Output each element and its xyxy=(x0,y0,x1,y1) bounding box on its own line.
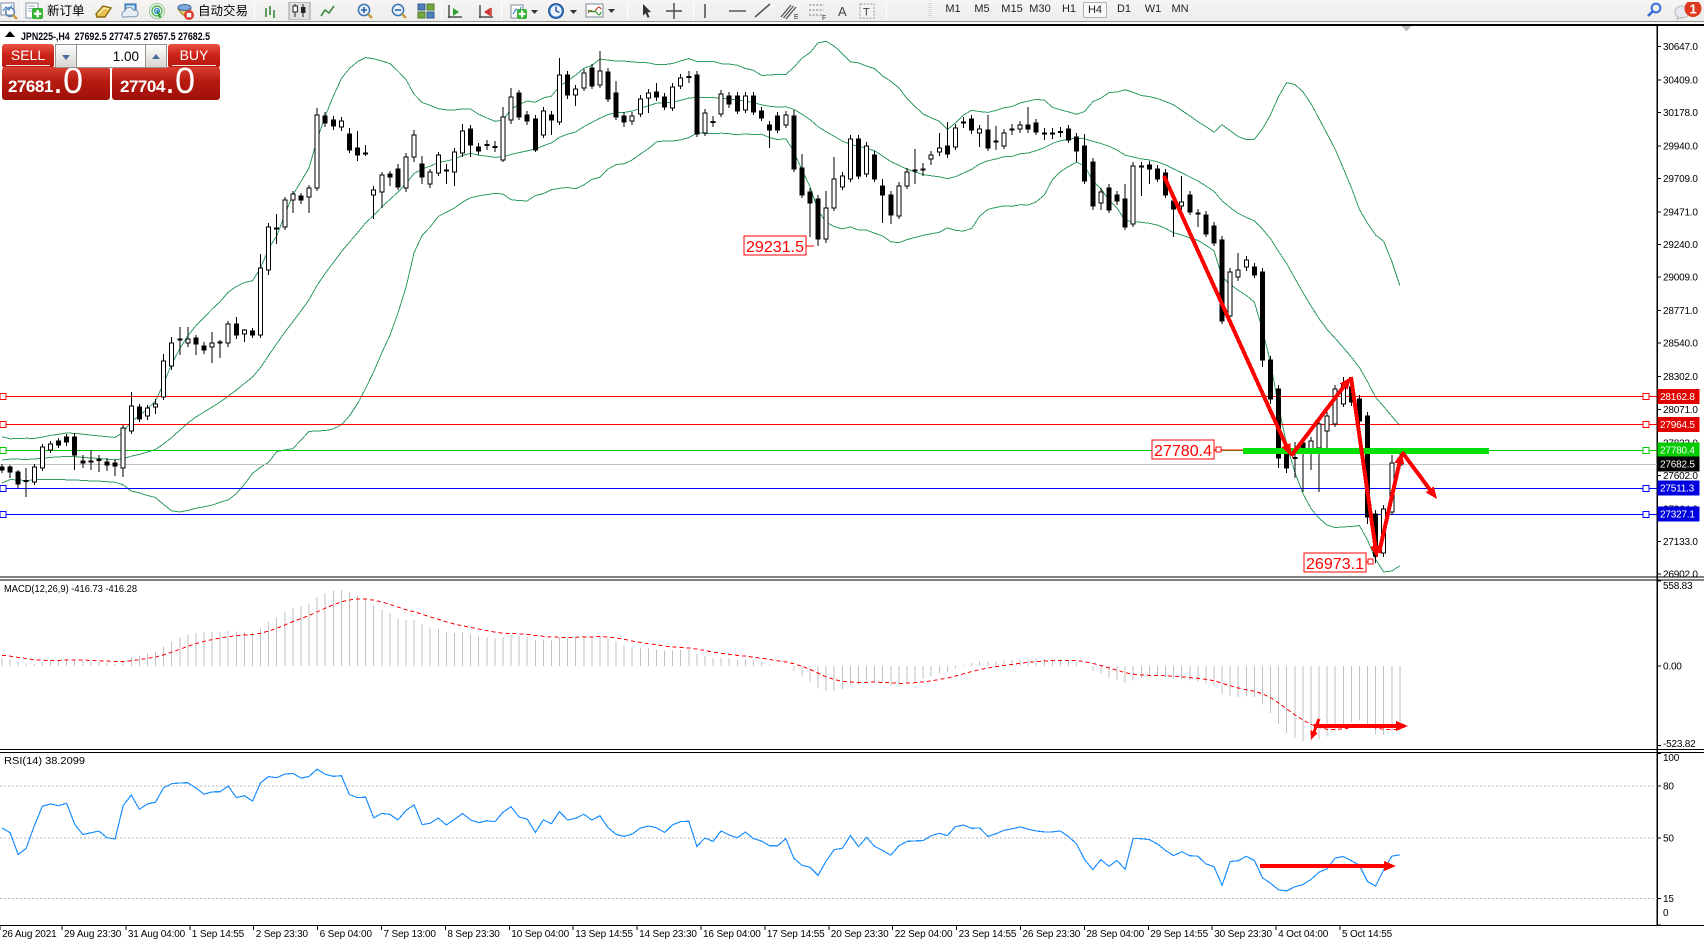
svg-text:30 Sep 23:30: 30 Sep 23:30 xyxy=(1214,929,1272,940)
svg-text:1 Sep 14:55: 1 Sep 14:55 xyxy=(192,929,245,940)
svg-text:17 Sep 14:55: 17 Sep 14:55 xyxy=(767,929,825,940)
svg-text:28071.0: 28071.0 xyxy=(1663,405,1698,416)
svg-text:5 Oct 14:55: 5 Oct 14:55 xyxy=(1342,929,1393,940)
svg-text:10 Sep 04:00: 10 Sep 04:00 xyxy=(511,929,569,940)
svg-text:26902.0: 26902.0 xyxy=(1663,570,1698,581)
svg-text:23 Sep 14:55: 23 Sep 14:55 xyxy=(959,929,1017,940)
svg-text:29240.0: 29240.0 xyxy=(1663,240,1698,251)
svg-text:A: A xyxy=(838,4,847,19)
svg-text:-523.82: -523.82 xyxy=(1663,739,1696,750)
svg-text:27780.4: 27780.4 xyxy=(1154,443,1212,460)
svg-text:29009.0: 29009.0 xyxy=(1663,273,1698,284)
svg-text:28771.0: 28771.0 xyxy=(1663,306,1698,317)
svg-text:28162.8: 28162.8 xyxy=(1660,392,1695,403)
svg-text:30647.0: 30647.0 xyxy=(1663,42,1698,53)
svg-text:31 Aug 04:00: 31 Aug 04:00 xyxy=(128,929,186,940)
svg-text:JPN225-,H4 27692.5 27747.5 27: JPN225-,H4 27692.5 27747.5 27657.5 27682… xyxy=(21,31,210,43)
svg-text:26 Sep 23:30: 26 Sep 23:30 xyxy=(1023,929,1081,940)
svg-text:27327.1: 27327.1 xyxy=(1660,510,1695,521)
svg-text:E: E xyxy=(794,14,799,20)
svg-text:16 Sep 04:00: 16 Sep 04:00 xyxy=(703,929,761,940)
svg-text:26 Aug 2021: 26 Aug 2021 xyxy=(2,929,57,940)
svg-text:29231.5: 29231.5 xyxy=(746,239,804,256)
svg-text:8 Sep 23:30: 8 Sep 23:30 xyxy=(447,929,500,940)
svg-text:29709.0: 29709.0 xyxy=(1663,174,1698,185)
svg-text:50: 50 xyxy=(1663,834,1674,845)
svg-text:29 Sep 14:55: 29 Sep 14:55 xyxy=(1150,929,1208,940)
svg-text:29471.0: 29471.0 xyxy=(1663,208,1698,219)
svg-text:0.00: 0.00 xyxy=(1663,662,1682,673)
svg-text:4 Oct 04:00: 4 Oct 04:00 xyxy=(1278,929,1329,940)
svg-text:7 Sep 13:00: 7 Sep 13:00 xyxy=(384,929,437,940)
svg-text:27964.5: 27964.5 xyxy=(1660,420,1695,431)
svg-text:0: 0 xyxy=(1663,908,1669,919)
svg-text:80: 80 xyxy=(1663,782,1674,793)
svg-text:28 Sep 04:00: 28 Sep 04:00 xyxy=(1086,929,1144,940)
svg-text:新订单: 新订单 xyxy=(47,3,85,18)
svg-text:28302.0: 28302.0 xyxy=(1663,372,1698,383)
svg-text:14 Sep 23:30: 14 Sep 23:30 xyxy=(639,929,697,940)
svg-text:30178.0: 30178.0 xyxy=(1663,108,1698,119)
svg-text:27133.0: 27133.0 xyxy=(1663,537,1698,548)
svg-text:T: T xyxy=(863,7,870,19)
svg-text:2 Sep 23:30: 2 Sep 23:30 xyxy=(256,929,309,940)
svg-text:MACD(12,26,9) -416.73 -416.28: MACD(12,26,9) -416.73 -416.28 xyxy=(4,583,137,595)
svg-text:29940.0: 29940.0 xyxy=(1663,141,1698,152)
svg-text:F: F xyxy=(822,15,826,20)
svg-text:558.83: 558.83 xyxy=(1663,581,1693,592)
svg-text:27602.0: 27602.0 xyxy=(1663,471,1698,482)
svg-text:100: 100 xyxy=(1663,753,1680,764)
svg-text:28540.0: 28540.0 xyxy=(1663,339,1698,350)
svg-text:13 Sep 14:55: 13 Sep 14:55 xyxy=(575,929,633,940)
svg-text:26973.1: 26973.1 xyxy=(1306,556,1364,573)
svg-text:20 Sep 23:30: 20 Sep 23:30 xyxy=(831,929,889,940)
svg-text:27511.3: 27511.3 xyxy=(1660,484,1695,495)
svg-text:30409.0: 30409.0 xyxy=(1663,75,1698,86)
svg-text:27682.5: 27682.5 xyxy=(1660,460,1695,471)
svg-text:15: 15 xyxy=(1663,894,1674,905)
svg-text:1: 1 xyxy=(1690,2,1697,17)
svg-text:27780.4: 27780.4 xyxy=(1660,446,1695,457)
svg-text:RSI(14) 38.2099: RSI(14) 38.2099 xyxy=(4,755,85,767)
svg-text:29 Aug 23:30: 29 Aug 23:30 xyxy=(64,929,122,940)
svg-text:22 Sep 04:00: 22 Sep 04:00 xyxy=(895,929,953,940)
svg-text:自动交易: 自动交易 xyxy=(198,3,248,18)
svg-text:6 Sep 04:00: 6 Sep 04:00 xyxy=(320,929,373,940)
